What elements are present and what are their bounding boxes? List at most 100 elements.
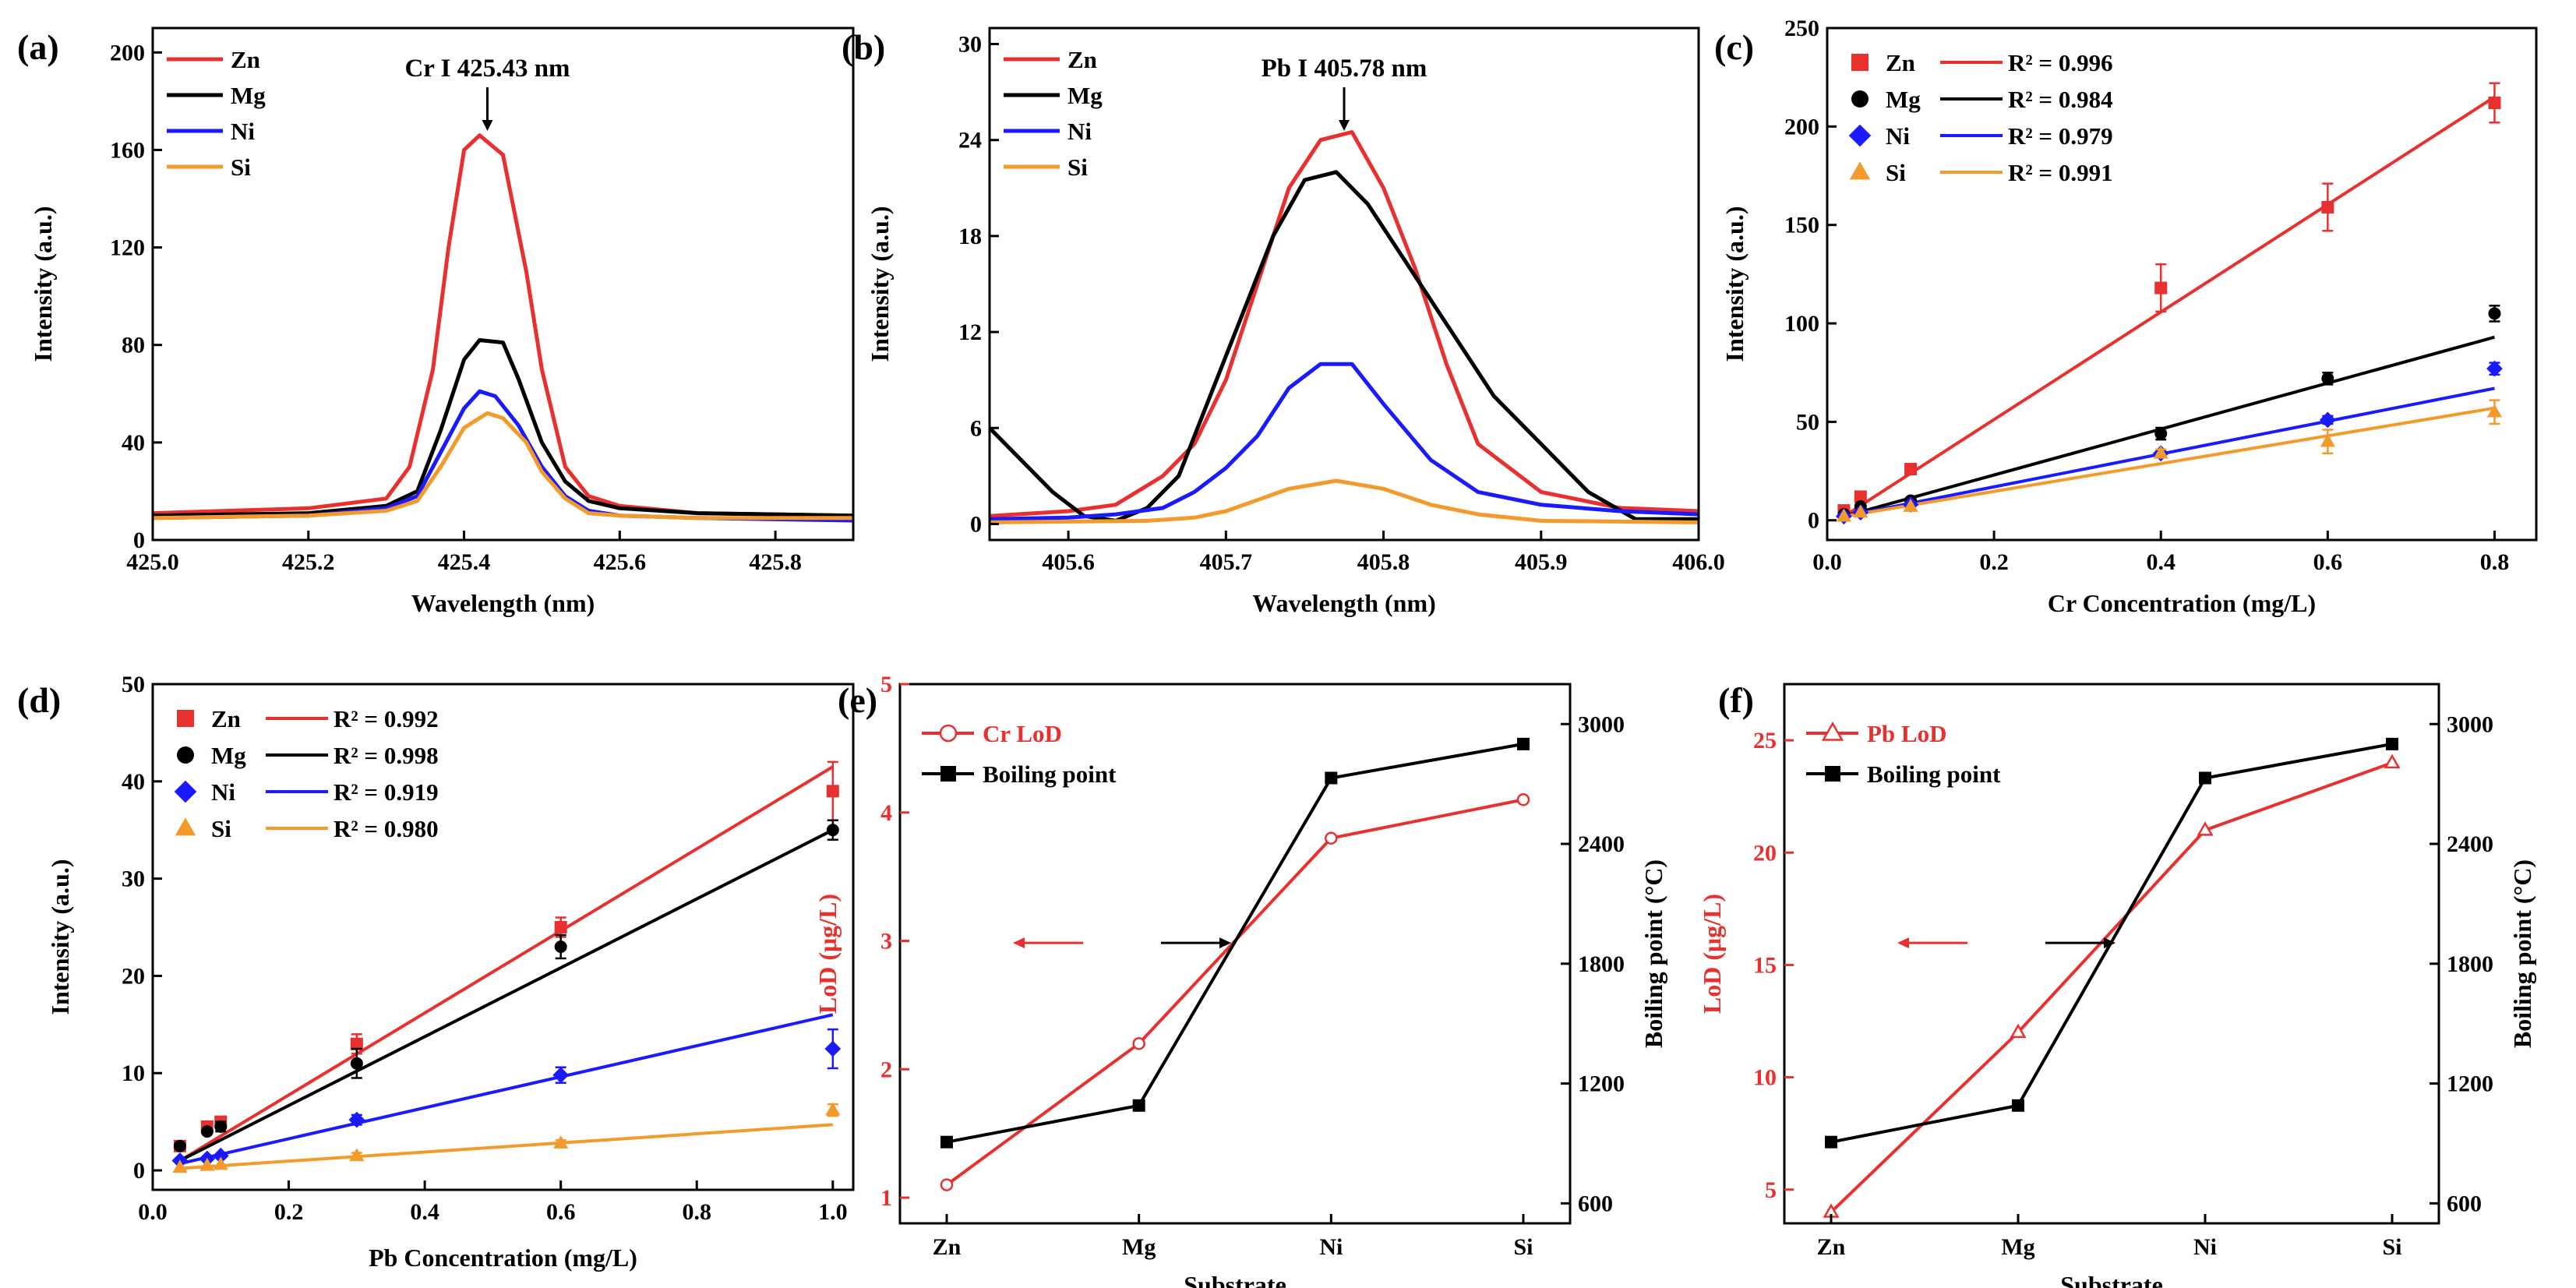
data-point-Ni xyxy=(2486,360,2503,377)
data-point-Si xyxy=(2153,445,2168,459)
y-axis-label: LoD (μg/L) xyxy=(1698,894,1726,1014)
x-category-label: Ni xyxy=(1319,1234,1343,1260)
legend-label-Mg: Mg xyxy=(1067,82,1103,109)
x-tick-label: 405.7 xyxy=(1200,549,1253,575)
data-point-Zn xyxy=(826,785,839,798)
data-point-Si xyxy=(349,1148,365,1162)
legend-label-Ni: Ni xyxy=(1886,122,1910,150)
x-tick-label: 405.8 xyxy=(1357,549,1410,575)
y-tick-label: 6 xyxy=(970,415,982,441)
legend-label-Mg: Mg xyxy=(1886,86,1921,113)
legend-marker-Mg xyxy=(1851,90,1868,108)
data-point-Boiling-point xyxy=(2012,1099,2024,1112)
x-category-label: Si xyxy=(1513,1234,1533,1260)
x-axis-label: Cr Concentration (mg/L) xyxy=(2048,589,2316,617)
data-point-Mg xyxy=(173,1139,186,1152)
data-point-Zn xyxy=(2321,200,2334,213)
y-tick-label: 40 xyxy=(122,430,145,456)
legend-label-Si: Si xyxy=(211,815,231,842)
panel-label: (a) xyxy=(17,27,59,67)
y-axis-label: Intensity (a.u.) xyxy=(1720,206,1749,362)
data-point-Boiling-point xyxy=(1325,771,1338,785)
data-point-Boiling-point xyxy=(2386,737,2398,750)
data-point-Boiling-point xyxy=(2199,771,2211,785)
legend-marker xyxy=(1821,721,1844,741)
right-axis-arrowhead xyxy=(1219,937,1231,949)
series-line-Si xyxy=(152,411,853,520)
data-point-Zn xyxy=(1854,490,1867,503)
legend-label-Zn: Zn xyxy=(1886,49,1915,76)
y-tick-label: 5 xyxy=(1765,1177,1777,1203)
legend-r2-Mg: R² = 0.998 xyxy=(333,742,439,769)
left-axis-arrowhead xyxy=(1013,937,1025,949)
series-line-Zn xyxy=(152,133,854,518)
x-axis-label: Wavelength (nm) xyxy=(1252,589,1436,617)
x-tick-label: 425.2 xyxy=(282,549,335,575)
y-tick-label: 150 xyxy=(1784,213,1819,238)
panel-label: (b) xyxy=(842,27,885,67)
y-tick-label: 20 xyxy=(1753,840,1777,866)
data-point-Si xyxy=(2486,404,2503,418)
data-point-Mg xyxy=(2154,427,2168,440)
data-point-Si xyxy=(2320,433,2335,447)
legend-marker-Si xyxy=(1849,161,1871,180)
data-point-Zn xyxy=(2154,281,2168,295)
series-line-Mg xyxy=(988,170,1699,523)
data-point-Boiling-point xyxy=(1517,737,1530,750)
data-point-Cr-LoD xyxy=(1132,1037,1145,1050)
chart-c: 0.0 0.2 0.4 0.6 0.8 0 50 100 150 200 250 Zn R² = 0.9… xyxy=(1720,16,2538,617)
y-right-tick-label: 600 xyxy=(1578,1191,1613,1216)
y-right-tick-label: 3000 xyxy=(1578,711,1625,737)
legend-marker-Ni xyxy=(1848,124,1872,147)
y-tick-label: 80 xyxy=(122,333,145,358)
legend-marker-Mg xyxy=(177,746,194,764)
x-axis-label: Wavelength (nm) xyxy=(411,589,595,617)
y-tick-label: 1 xyxy=(880,1185,892,1211)
series-line-Mg xyxy=(152,338,854,518)
y-axis-label: Intensity (a.u.) xyxy=(29,206,57,362)
panel-label: (c) xyxy=(1714,27,1754,67)
y-right-tick-label: 1800 xyxy=(1578,951,1625,977)
y-tick-label: 0 xyxy=(133,528,145,553)
x-tick-label: 425.8 xyxy=(749,549,802,575)
data-point-Pb-LoD xyxy=(2010,1023,2027,1039)
fit-line-Ni xyxy=(1844,386,2495,518)
peak-annotation: Pb I 405.78 nm xyxy=(1262,55,1427,83)
y-tick-label: 0 xyxy=(133,1158,145,1184)
data-point-Boiling-point xyxy=(940,1135,953,1149)
x-tick-label: 0.4 xyxy=(410,1199,439,1225)
legend-marker-Zn xyxy=(1851,54,1868,71)
data-point-Ni xyxy=(212,1147,229,1164)
legend-label-Mg: Mg xyxy=(231,82,266,109)
plot-frame xyxy=(151,683,855,1191)
y-tick-label: 120 xyxy=(110,235,145,261)
legend-r2-Zn: R² = 0.996 xyxy=(2008,49,2113,76)
data-point-Mg xyxy=(826,824,839,837)
series-line-Pb-LoD xyxy=(1830,761,2393,1214)
legend-marker xyxy=(939,724,958,743)
chart-f: Zn Mg Ni Si 5 10 15 20 25 600 1200 1800 2400 3000 Pb L… xyxy=(1698,683,2536,1288)
fit-line-Zn xyxy=(1843,95,2496,518)
legend-label-Zn: Zn xyxy=(1067,46,1097,73)
y-tick-label: 30 xyxy=(122,866,145,892)
x-tick-label: 0.2 xyxy=(1979,549,2009,575)
x-category-label: Zn xyxy=(1817,1234,1846,1260)
data-point-Ni xyxy=(348,1111,365,1128)
data-point-Si xyxy=(1903,499,1918,512)
legend-label-Si: Si xyxy=(231,154,251,181)
data-point-Zn xyxy=(350,1037,363,1050)
x-tick-label: 0.8 xyxy=(2480,549,2510,575)
x-axis-label: Pb Concentration (mg/L) xyxy=(369,1244,637,1272)
legend-label: Boiling point xyxy=(983,760,1117,788)
legend-label-Ni: Ni xyxy=(211,778,235,806)
y-right-tick-label: 1800 xyxy=(2447,951,2493,977)
y-right-tick-label: 2400 xyxy=(1578,831,1625,857)
data-point-Ni xyxy=(552,1067,570,1084)
x-tick-label: 0.4 xyxy=(2146,549,2175,575)
data-point-Mg xyxy=(214,1120,228,1133)
x-tick-label: 0.6 xyxy=(546,1199,576,1225)
data-point-Mg xyxy=(350,1057,363,1070)
legend-r2-Mg: R² = 0.984 xyxy=(2008,86,2113,113)
plot-frame xyxy=(898,683,1572,1225)
